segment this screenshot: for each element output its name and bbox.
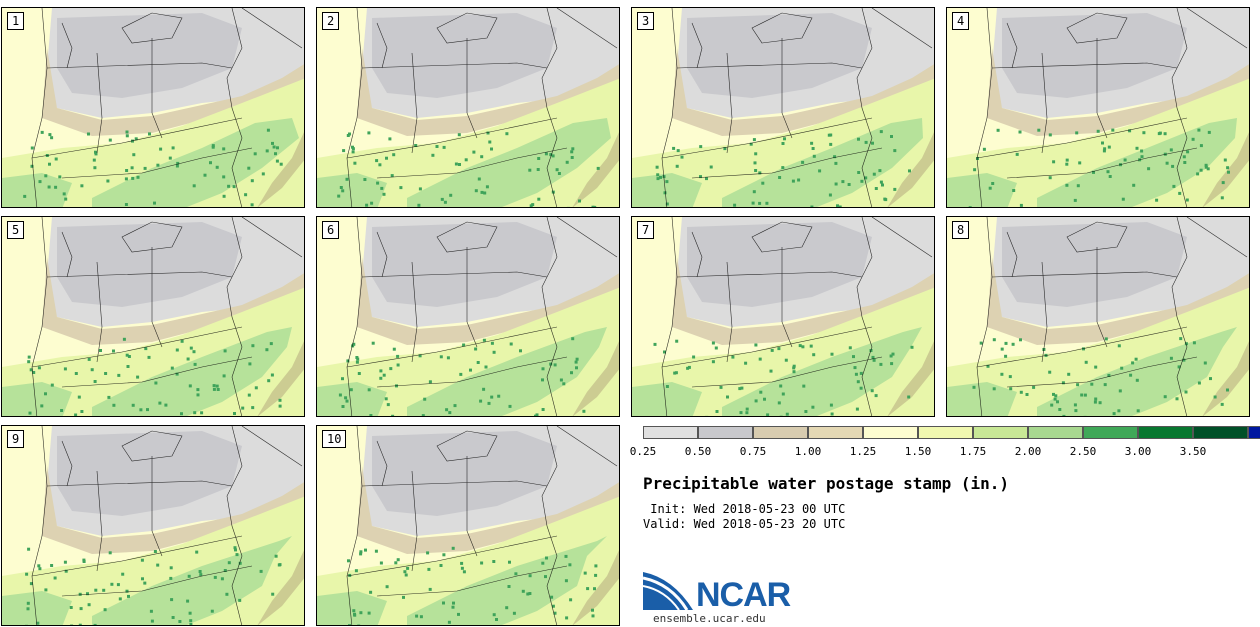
postage-stamp-map: 8 <box>946 216 1250 417</box>
colorbar-swatch <box>918 426 973 439</box>
colorbar-tick-label: 0.50 <box>684 445 712 458</box>
postage-stamp-map: 5 <box>1 216 305 417</box>
colorbar-tick-label: 2.00 <box>1014 445 1042 458</box>
colorbar-swatch <box>1138 426 1193 439</box>
colorbar-tick-label: 1.75 <box>959 445 987 458</box>
colorbar-tick-label: 0.25 <box>629 445 657 458</box>
member-number-label: 5 <box>7 221 25 239</box>
precip-water-map <box>947 8 1249 207</box>
member-number-label: 9 <box>7 430 25 448</box>
postage-stamp-map: 10 <box>316 425 620 626</box>
colorbar-tick-label: 3.50 <box>1179 445 1207 458</box>
member-number-label: 3 <box>637 12 655 30</box>
colorbar-swatch <box>643 426 698 439</box>
precip-water-map <box>632 217 934 416</box>
postage-stamp-map: 9 <box>1 425 305 626</box>
init-time: Init: Wed 2018-05-23 00 UTC <box>643 502 846 516</box>
member-number-label: 7 <box>637 221 655 239</box>
colorbar-tick-label: 1.50 <box>904 445 932 458</box>
colorbar-swatch <box>1193 426 1248 439</box>
colorbar-swatch <box>698 426 753 439</box>
precip-water-map <box>2 217 304 416</box>
colorbar-tick-label: 2.50 <box>1069 445 1097 458</box>
postage-stamp-map: 7 <box>631 216 935 417</box>
colorbar-swatch <box>808 426 863 439</box>
ncar-swoosh-icon <box>642 572 693 611</box>
colorbar-tick-label: 1.25 <box>849 445 877 458</box>
postage-stamp-map: 2 <box>316 7 620 208</box>
member-number-label: 8 <box>952 221 970 239</box>
member-number-label: 1 <box>7 12 25 30</box>
precip-water-map <box>317 8 619 207</box>
member-number-label: 10 <box>322 430 347 448</box>
precip-water-map <box>2 426 304 625</box>
precip-water-map <box>317 426 619 625</box>
colorbar-swatch <box>1083 426 1138 439</box>
colorbar-swatch <box>863 426 918 439</box>
colorbar-swatch <box>753 426 808 439</box>
precip-water-map <box>2 8 304 207</box>
colorbar-tick-label: 1.00 <box>794 445 822 458</box>
colorbar-swatch <box>1028 426 1083 439</box>
precip-water-map <box>947 217 1249 416</box>
logo-url: ensemble.ucar.edu <box>653 612 766 625</box>
valid-time: Valid: Wed 2018-05-23 20 UTC <box>643 517 846 531</box>
colorbar-tick-label: 3.00 <box>1124 445 1152 458</box>
postage-stamp-map: 6 <box>316 216 620 417</box>
ncar-logo: NCAR ensemble.ucar.edu <box>642 570 791 625</box>
colorbar-swatch <box>1248 426 1260 439</box>
member-number-label: 2 <box>322 12 340 30</box>
postage-stamp-map: 4 <box>946 7 1250 208</box>
colorbar-tick-label: 0.75 <box>739 445 767 458</box>
precip-water-map <box>317 217 619 416</box>
member-number-label: 4 <box>952 12 970 30</box>
logo-text: NCAR <box>696 576 791 614</box>
precip-water-map <box>632 8 934 207</box>
postage-stamp-map: 3 <box>631 7 935 208</box>
chart-title: Precipitable water postage stamp (in.) <box>643 474 1010 493</box>
member-number-label: 6 <box>322 221 340 239</box>
postage-stamp-map: 1 <box>1 7 305 208</box>
colorbar-swatch <box>973 426 1028 439</box>
